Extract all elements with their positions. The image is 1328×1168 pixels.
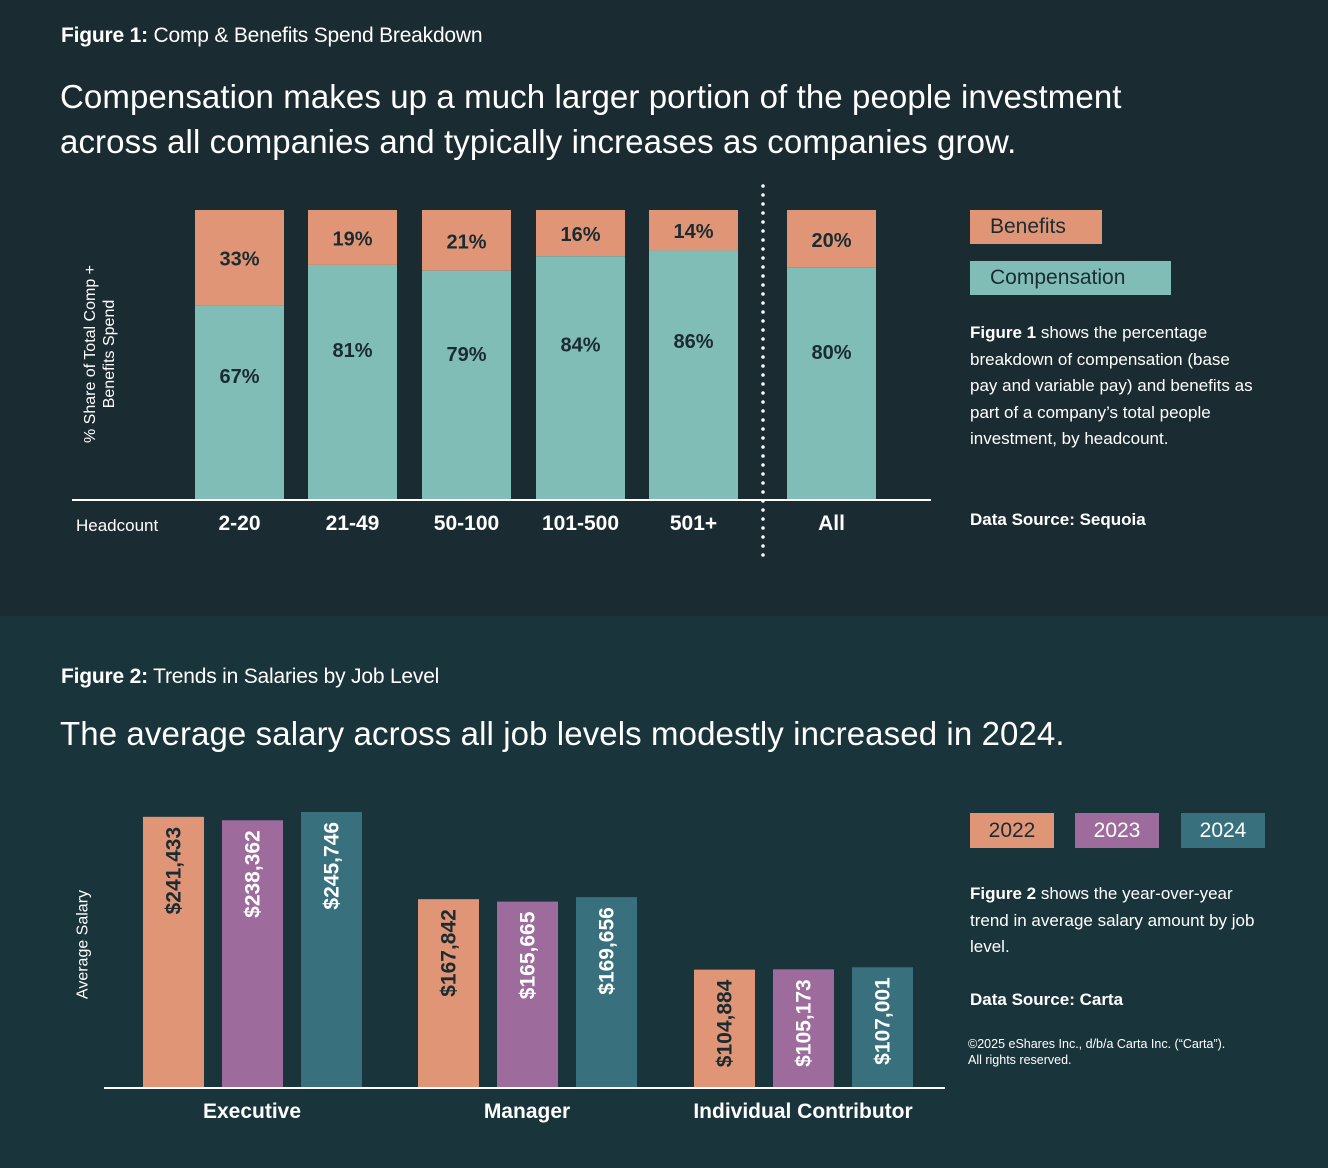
legend-benefits: Benefits [970, 210, 1102, 244]
figure-2-label-text: Trends in Salaries by Job Level [147, 665, 440, 688]
figure-1-chart: 33%67%2-2019%81%21-4921%79%50-10016%84%1… [72, 184, 931, 558]
x-tick-label: All [818, 512, 845, 535]
bar-value-label: $245,746 [321, 822, 344, 910]
bar-group-501+: 14% 86% [649, 210, 738, 499]
bar-value-label: $167,842 [438, 909, 461, 997]
bar-compensation [308, 264, 397, 499]
bar-value-label: $241,433 [163, 827, 186, 915]
bar-value-label: $169,656 [596, 907, 619, 995]
copyright-line-1: ©2025 eShares Inc., d/b/a Carta Inc. (“C… [968, 1037, 1226, 1051]
figure-1-note: Figure 1 shows the percentage breakdown … [970, 320, 1260, 453]
x-tick-label: 21-49 [326, 512, 380, 535]
bar-group-21-49: 19% 81% [308, 210, 397, 499]
bar-label-benefits: 16% [560, 224, 600, 246]
x-tick-label: 50-100 [434, 512, 499, 535]
figure-2-label: Figure 2: Trends in Salaries by Job Leve… [61, 665, 439, 689]
figure-1-data-source: Data Source: Sequoia [970, 510, 1146, 529]
figure-1-headline: Compensation makes up a much larger port… [60, 74, 1122, 164]
bar-benefits [422, 210, 511, 271]
bar-2022 [694, 969, 755, 1087]
bar-group-50-100: 21% 79% [422, 210, 511, 499]
figure-2-headline: The average salary across all job levels… [60, 715, 1065, 752]
bar-compensation [787, 267, 876, 499]
bar-value-label: $238,362 [242, 830, 265, 918]
legend-compensation-label: Compensation [990, 266, 1126, 289]
bar-label-benefits: 21% [446, 231, 486, 253]
bar-benefits [195, 210, 284, 306]
copyright-line-2: All rights reserved. [968, 1053, 1072, 1067]
bar-benefits [787, 210, 876, 268]
x-tick-label: 501+ [670, 512, 717, 535]
x-tick-label: Manager [484, 1100, 570, 1123]
figure-2-note-text: shows the year-over-year trend in averag… [970, 884, 1255, 956]
x-tick-label: Executive [203, 1100, 301, 1123]
bar-2024 [301, 812, 362, 1087]
figure-1-section: Figure 1: Comp & Benefits Spend Breakdow… [60, 24, 1260, 558]
bar-compensation [536, 256, 625, 499]
bar-label-compensation: 81% [332, 340, 372, 362]
bar-label-compensation: 80% [811, 342, 851, 364]
figure-2-section: Figure 2: Trends in Salaries by Job Leve… [0, 616, 1328, 1168]
bar-benefits [536, 210, 625, 257]
figure-1-note-text: shows the percentage breakdown of compen… [970, 323, 1253, 448]
bar-compensation [195, 305, 284, 499]
bar-label-compensation: 86% [673, 331, 713, 353]
bar-label-benefits: 33% [219, 249, 259, 271]
figure-2-note-bold: Figure 2 [970, 884, 1037, 903]
x-axis-title: Headcount [76, 516, 159, 535]
bar-group-2-20: 33% 67% [195, 210, 284, 499]
figure-1-note-bold: Figure 1 [970, 323, 1037, 342]
bar-compensation [649, 250, 738, 499]
bar-2023 [222, 820, 283, 1087]
bar-value-label: $107,001 [872, 977, 895, 1065]
legend-2023: 2023 [1075, 813, 1159, 848]
bar-benefits [308, 210, 397, 265]
bar-value-label: $104,884 [714, 979, 737, 1067]
figure-2-chart: $241,433 $238,362 $245,746 Executive $167,84… [104, 812, 945, 1123]
x-tick-label: 101-500 [542, 512, 619, 535]
bar-2024 [576, 897, 637, 1087]
x-tick-label: Individual Contributor [693, 1100, 912, 1123]
bar-label-compensation: 79% [446, 344, 486, 366]
figure-1-headline-line-1: Compensation makes up a much larger port… [60, 78, 1122, 115]
legend-2024: 2024 [1181, 813, 1265, 848]
figure-1-label-bold: Figure 1: [61, 24, 148, 47]
bar-label-compensation: 67% [219, 366, 259, 388]
bar-2022 [143, 816, 204, 1087]
figure-1-label: Figure 1: Comp & Benefits Spend Breakdow… [61, 24, 483, 48]
bar-2022 [418, 899, 479, 1087]
legend-2022: 2022 [970, 813, 1054, 848]
figure-2-data-source: Data Source: Carta [970, 990, 1124, 1009]
bar-value-label: $105,173 [793, 979, 816, 1067]
bar-label-benefits: 14% [673, 221, 713, 243]
bar-2023 [497, 901, 558, 1087]
bar-group-101-500: 16% 84% [536, 210, 625, 499]
bar-group-individual-contributor: $104,884 $105,173 $107,001 [694, 967, 913, 1087]
bar-benefits [649, 210, 738, 251]
bar-label-benefits: 19% [332, 228, 372, 250]
bar-group-All: 20% 80% [787, 210, 876, 499]
bar-group-executive: $241,433 $238,362 $245,746 [143, 812, 362, 1087]
figure-1-label-text: Comp & Benefits Spend Breakdown [147, 24, 483, 47]
x-tick-label: 2-20 [218, 512, 260, 535]
legend-compensation: Compensation [970, 261, 1171, 295]
bar-2023 [773, 969, 834, 1087]
bar-compensation [422, 270, 511, 499]
figure-2-label-bold: Figure 2: [61, 665, 148, 688]
figure-2-note: Figure 2 shows the year-over-year trend … [970, 881, 1270, 961]
figure-1-headline-line-2: across all companies and typically incre… [60, 123, 1017, 160]
bar-value-label: $165,665 [517, 911, 540, 999]
bar-group-manager: $167,842 $165,665 $169,656 [418, 897, 637, 1087]
bar-label-benefits: 20% [811, 230, 851, 252]
legend-benefits-label: Benefits [990, 215, 1066, 238]
bar-2024 [852, 967, 913, 1087]
copyright: ©2025 eShares Inc., d/b/a Carta Inc. (“C… [968, 1036, 1225, 1068]
bar-label-compensation: 84% [560, 335, 600, 357]
